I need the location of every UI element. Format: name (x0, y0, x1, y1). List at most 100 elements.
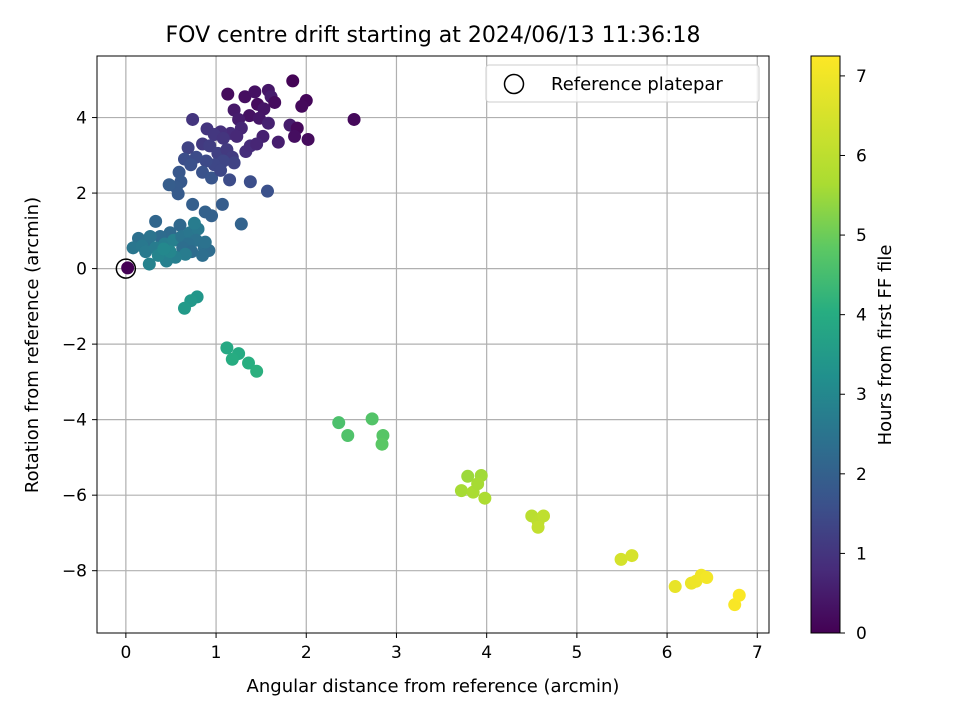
data-point (243, 175, 257, 189)
data-point (238, 90, 252, 104)
legend-label-reference: Reference platepar (551, 74, 723, 95)
data-point (139, 245, 153, 259)
data-point (227, 156, 241, 170)
x-tick-label: 3 (391, 643, 402, 663)
data-point (234, 217, 248, 231)
data-point (196, 248, 210, 262)
x-axis-label: Angular distance from reference (arcmin) (247, 676, 620, 697)
data-point (271, 135, 285, 149)
colorbar-gradient (810, 55, 841, 634)
data-point (171, 187, 185, 201)
data-point (375, 437, 389, 451)
data-point (214, 163, 228, 177)
data-point (186, 112, 200, 126)
data-point (220, 341, 234, 355)
colorbar-tick-label: 5 (856, 226, 867, 246)
data-point (286, 74, 300, 88)
y-tick-label: −2 (62, 335, 87, 355)
y-axis-ticks: −8 −6 −4 −2 0 2 4 (62, 109, 97, 582)
colorbar-tick-label: 2 (856, 465, 867, 485)
reference-platepar-marker (115, 258, 137, 279)
colorbar-tick-label: 6 (856, 146, 867, 166)
x-tick-label: 5 (571, 643, 582, 663)
data-point (461, 469, 475, 483)
legend-box (485, 64, 760, 103)
colorbar-label: Hours from first FF file (875, 245, 896, 446)
data-point (260, 184, 274, 198)
data-point (668, 580, 682, 594)
data-point (301, 132, 315, 146)
x-tick-label: 1 (211, 643, 222, 663)
data-point (248, 85, 262, 99)
data-point (732, 588, 746, 602)
data-point (261, 116, 275, 130)
data-point (242, 356, 256, 370)
y-tick-label: 2 (76, 184, 87, 204)
data-point (205, 171, 219, 185)
data-point (347, 112, 361, 126)
data-point (143, 230, 157, 244)
x-tick-label: 6 (662, 643, 673, 663)
data-point (242, 109, 256, 123)
data-point (157, 242, 171, 256)
y-tick-label: −4 (62, 411, 87, 431)
data-point (173, 218, 187, 232)
colorbar-tick-label: 4 (856, 306, 867, 326)
data-point (199, 154, 213, 168)
data-point (221, 87, 235, 101)
data-point (121, 261, 135, 275)
data-point (471, 477, 485, 491)
chart-title: FOV centre drift starting at 2024/06/13 … (166, 23, 701, 48)
data-point (177, 301, 191, 315)
data-point (178, 247, 192, 261)
data-point (225, 352, 239, 366)
x-axis-ticks: 0 1 2 3 4 5 6 7 (120, 633, 763, 663)
data-point (454, 484, 468, 498)
data-point (295, 99, 309, 113)
y-tick-label: 0 (76, 260, 87, 280)
data-point (700, 570, 714, 584)
colorbar-tick-label: 7 (856, 67, 867, 87)
data-point (216, 131, 230, 145)
y-axis-label: Rotation from reference (arcmin) (22, 197, 43, 493)
x-tick-label: 4 (481, 643, 492, 663)
colorbar-tick-label: 0 (856, 624, 867, 644)
data-point (332, 416, 346, 430)
x-tick-label: 2 (301, 643, 312, 663)
data-point (250, 364, 264, 378)
data-point (536, 509, 550, 523)
y-tick-label: −8 (62, 562, 87, 582)
colorbar-tick-label: 3 (856, 385, 867, 405)
y-tick-label: −6 (62, 486, 87, 506)
data-point (142, 257, 156, 271)
data-point (365, 412, 379, 426)
data-point (205, 209, 219, 223)
data-point (288, 129, 302, 143)
data-point (187, 216, 201, 230)
data-point (181, 141, 195, 155)
grid (97, 56, 769, 633)
legend-marker-reference (503, 73, 525, 95)
colorbar: 0 1 2 3 4 5 6 7 Hours from first FF file (810, 55, 896, 644)
data-point (614, 552, 628, 566)
data-point (223, 173, 237, 187)
data-point (625, 549, 639, 563)
x-tick-label: 0 (120, 643, 131, 663)
data-point (198, 235, 212, 249)
data-point (149, 214, 163, 228)
data-point (162, 178, 176, 192)
legend: Reference platepar (485, 64, 760, 103)
data-point (268, 95, 282, 109)
x-tick-label: 7 (752, 643, 763, 663)
data-points (115, 74, 746, 612)
data-point (186, 197, 200, 211)
data-point (230, 129, 244, 143)
data-point (341, 429, 355, 443)
data-point (531, 520, 545, 534)
data-point (184, 158, 198, 172)
data-point (478, 491, 492, 505)
colorbar-tick-label: 1 (856, 544, 867, 564)
colorbar-ticks: 0 1 2 3 4 5 6 7 (840, 67, 867, 644)
data-point (250, 137, 264, 151)
